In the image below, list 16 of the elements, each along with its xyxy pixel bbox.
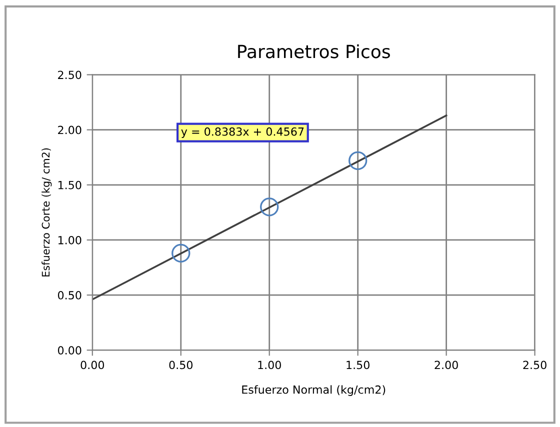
y-tick-label: 1.00 (58, 236, 82, 244)
x-tick-label: 0.50 (169, 360, 193, 370)
x-tick-label: 1.50 (346, 360, 370, 370)
x-tick-label: 1.00 (258, 360, 281, 370)
y-tick-label: 2.00 (58, 126, 82, 134)
y-tick-label: 1.50 (58, 180, 82, 190)
x-tick-label: 2.00 (434, 360, 458, 370)
x-axis-title: Esfuerzo Normal (kg/cm2) (242, 385, 386, 396)
y-axis-title: Esfuerzo Corte (kg/ cm2) (42, 148, 52, 276)
annotation: y = 0.8383x + 0.4567 (181, 127, 304, 138)
x-tick-label: 0.00 (80, 360, 104, 370)
chart-title: Parametros Picos (238, 44, 390, 58)
x-tick-label: 2.50 (523, 360, 546, 370)
y-tick-label: 0.00 (58, 346, 82, 355)
y-tick-label: 2.50 (58, 70, 82, 80)
y-tick-label: 0.50 (58, 291, 82, 300)
